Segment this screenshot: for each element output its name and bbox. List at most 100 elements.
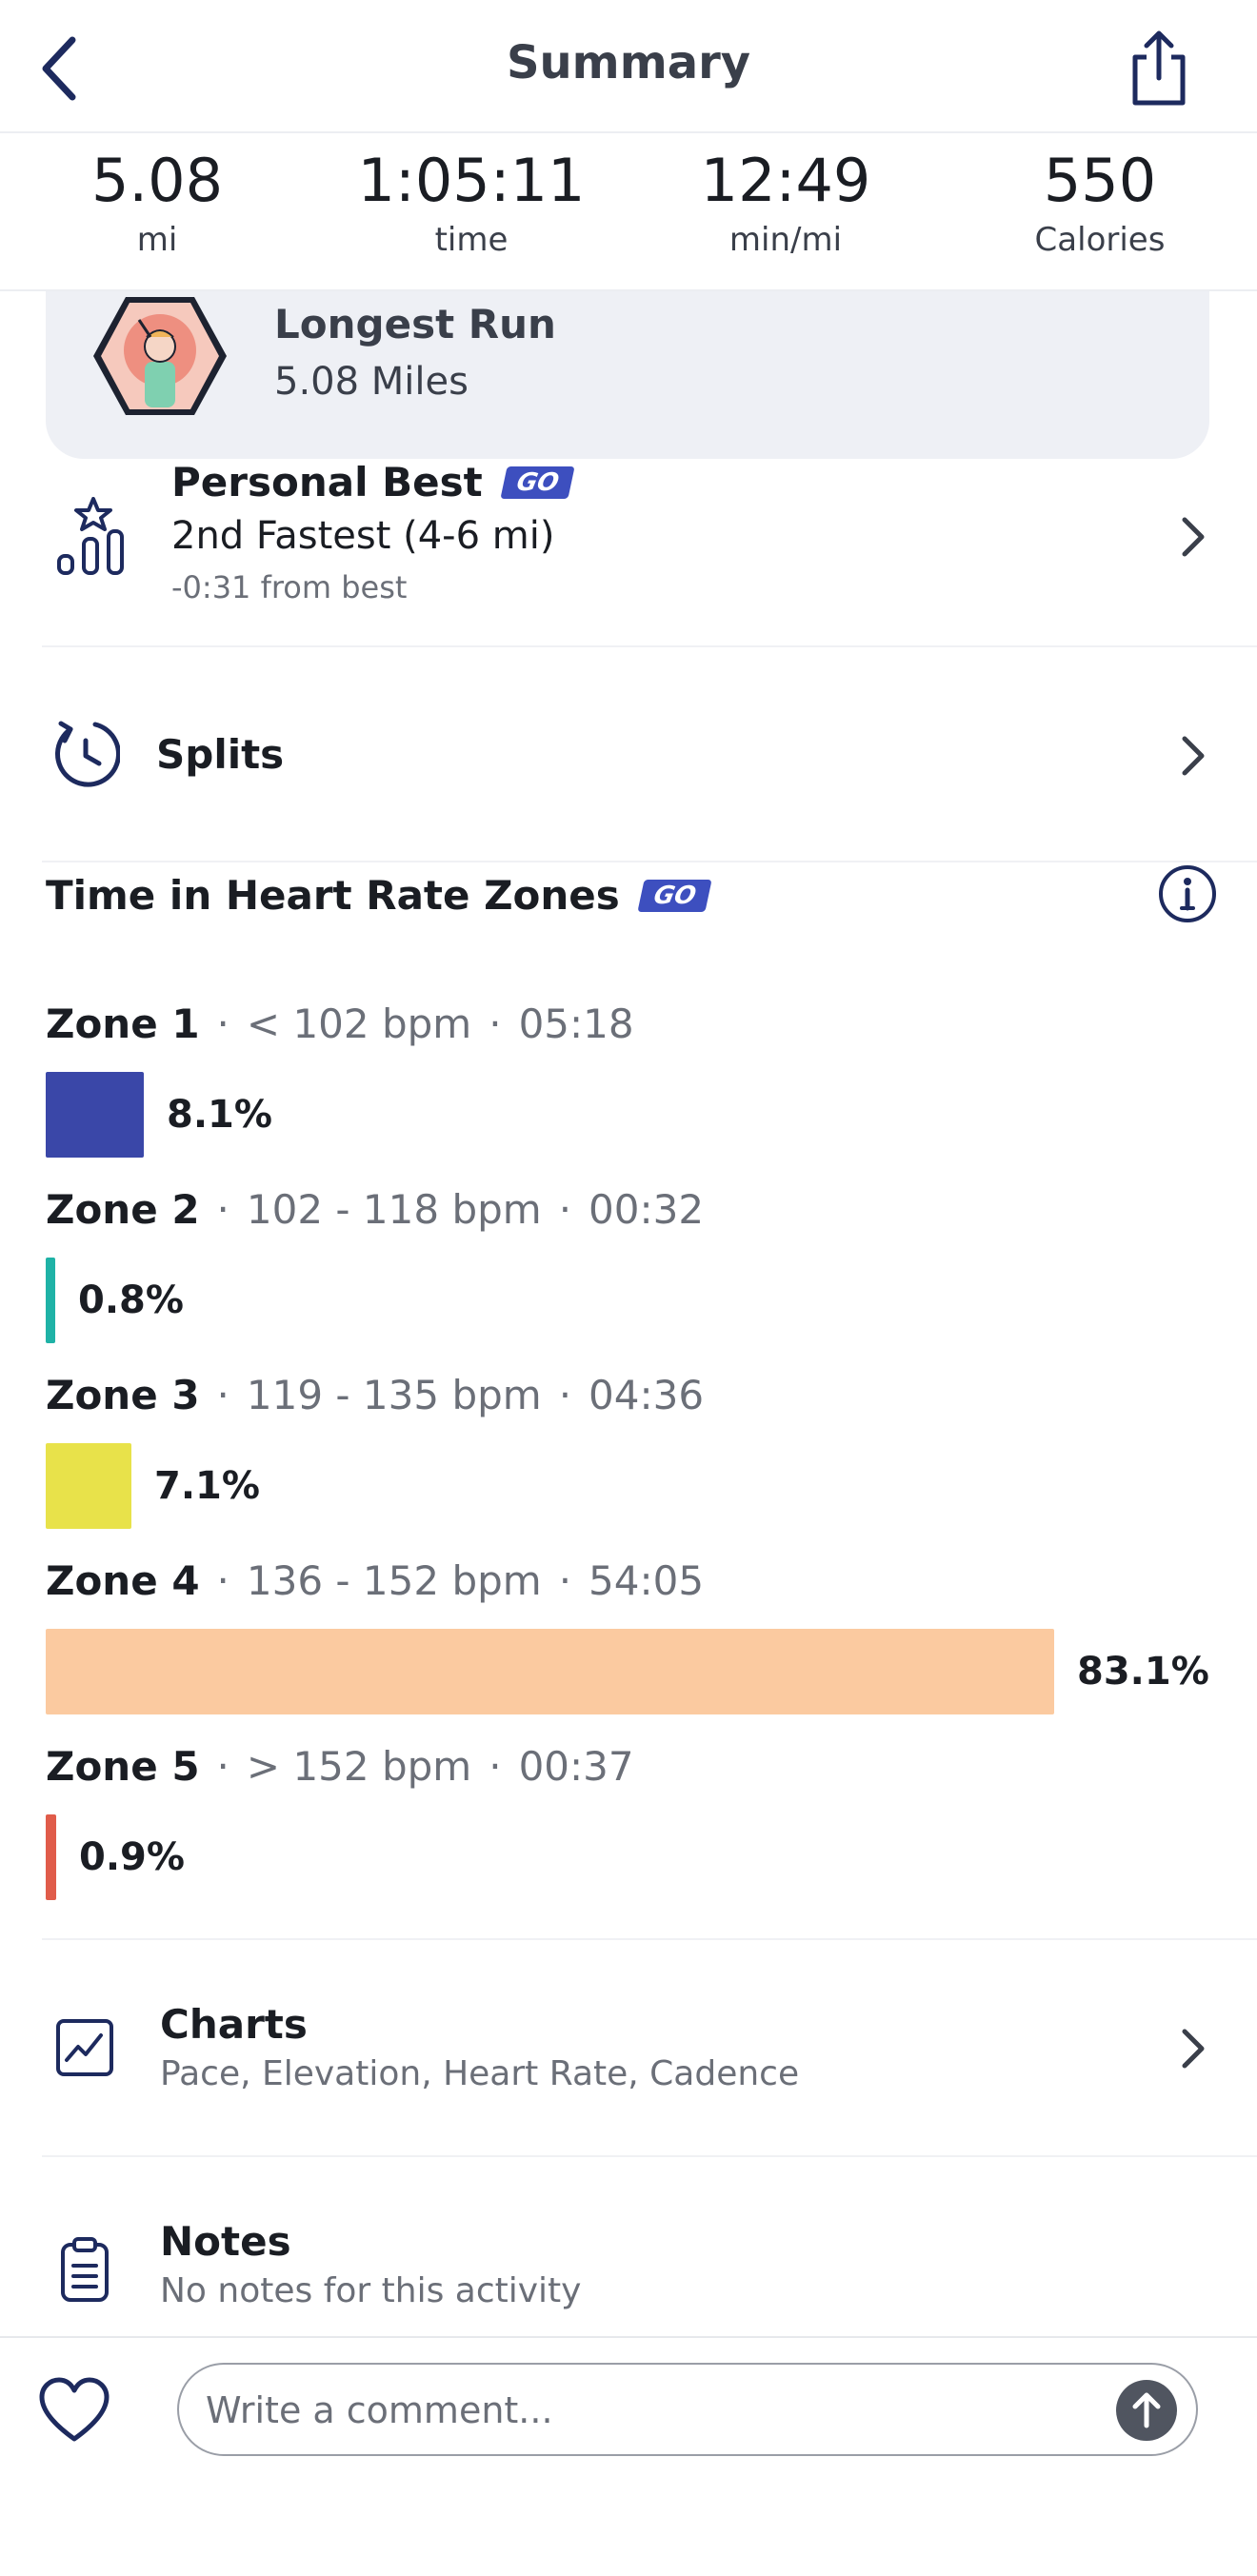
go-badge: GO	[500, 466, 575, 499]
summary-stats: 5.08 mi 1:05:11 time 12:49 min/mi 550 Ca…	[0, 135, 1257, 291]
separator: ·	[216, 1557, 229, 1604]
separator: ·	[558, 1186, 572, 1233]
separator: ·	[558, 1557, 572, 1604]
notes-title: Notes	[160, 2218, 291, 2265]
zone-percent: 0.8%	[78, 1278, 184, 1322]
zone-header: Zone 4 · 136 - 152 bpm · 54:05	[46, 1553, 1217, 1610]
zone-range: < 102 bpm	[246, 1001, 472, 1047]
zone-duration: 04:36	[589, 1372, 705, 1418]
share-icon	[1132, 30, 1186, 106]
zone-percent: 8.1%	[167, 1093, 272, 1137]
charts-row[interactable]: Charts Pace, Elevation, Heart Rate, Cade…	[42, 1938, 1257, 2157]
separator: ·	[216, 1001, 229, 1047]
leaderboard-star-icon	[57, 497, 124, 575]
personal-best-title: Personal Best GO	[171, 459, 575, 505]
zone-duration: 05:18	[518, 1001, 634, 1047]
zone-bar	[46, 1072, 144, 1158]
go-badge: GO	[637, 880, 712, 912]
share-button[interactable]	[1126, 29, 1192, 109]
zone-bar	[46, 1814, 56, 1900]
zone-header: Zone 5 · > 152 bpm · 00:37	[46, 1738, 1217, 1795]
stat-value: 5.08	[90, 146, 224, 215]
stopwatch-icon	[55, 721, 120, 787]
zone-name: Zone 3	[46, 1372, 200, 1418]
stat-value: 1:05:11	[357, 146, 586, 215]
zone-name: Zone 1	[46, 1001, 200, 1047]
hr-zone-3: Zone 3 · 119 - 135 bpm · 04:36 7.1%	[46, 1367, 1217, 1538]
zone-bar-row: 83.1%	[46, 1629, 1209, 1714]
stat-distance: 5.08 mi	[0, 135, 314, 289]
hr-zone-1: Zone 1 · < 102 bpm · 05:18 8.1%	[46, 996, 1217, 1167]
separator: ·	[216, 1186, 229, 1233]
zone-range: 136 - 152 bpm	[246, 1557, 542, 1604]
stat-label: mi	[136, 221, 178, 259]
stat-label: time	[434, 221, 509, 259]
comment-placeholder: Write a comment...	[206, 2389, 553, 2431]
zone-header: Zone 2 · 102 - 118 bpm · 00:32	[46, 1181, 1217, 1238]
splits-row[interactable]: Splits	[42, 649, 1257, 862]
heart-rate-zones-label: Time in Heart Rate Zones	[46, 872, 620, 919]
zone-duration: 00:37	[518, 1743, 634, 1790]
zone-duration: 54:05	[589, 1557, 705, 1604]
personal-best-row[interactable]: Personal Best GO 2nd Fastest (4-6 mi) -0:…	[42, 459, 1257, 647]
hr-zone-4: Zone 4 · 136 - 152 bpm · 54:05 83.1%	[46, 1553, 1217, 1724]
personal-best-label: Personal Best	[171, 459, 483, 505]
page-title: Summary	[506, 36, 751, 89]
zone-range: 119 - 135 bpm	[246, 1372, 542, 1418]
zone-header: Zone 1 · < 102 bpm · 05:18	[46, 996, 1217, 1053]
personal-best-delta: -0:31 from best	[171, 569, 408, 605]
hr-zone-5: Zone 5 · > 152 bpm · 00:37 0.9%	[46, 1738, 1217, 1910]
zone-percent: 7.1%	[154, 1464, 260, 1508]
stat-value: 550	[1043, 146, 1157, 215]
clipboard-icon	[61, 2237, 109, 2302]
charts-title: Charts	[160, 2001, 308, 2048]
back-button[interactable]	[38, 30, 95, 107]
chevron-right-icon	[1182, 736, 1205, 776]
stat-time: 1:05:11 time	[314, 135, 628, 289]
comment-bar: Write a comment...	[0, 2336, 1257, 2576]
heart-rate-zones-section: Time in Heart Rate Zones GO Zone 1 · < 102 …	[46, 864, 1217, 1940]
stat-calories: 550 Calories	[943, 135, 1257, 289]
line-chart-icon	[56, 2019, 113, 2076]
zone-range: 102 - 118 bpm	[246, 1186, 542, 1233]
zone-bar-row: 8.1%	[46, 1072, 272, 1158]
chevron-left-icon	[42, 36, 76, 101]
zone-percent: 0.9%	[79, 1835, 185, 1879]
zone-bar	[46, 1629, 1054, 1714]
zone-duration: 00:32	[589, 1186, 705, 1233]
zone-bar	[46, 1443, 131, 1529]
zone-header: Zone 3 · 119 - 135 bpm · 04:36	[46, 1367, 1217, 1424]
separator: ·	[489, 1001, 502, 1047]
stat-label: min/mi	[728, 221, 843, 259]
separator: ·	[216, 1372, 229, 1418]
zone-name: Zone 5	[46, 1743, 200, 1790]
arrow-up-icon	[1132, 2392, 1161, 2428]
zone-bar-row: 0.8%	[46, 1258, 184, 1343]
zone-name: Zone 4	[46, 1557, 200, 1604]
hr-zone-2: Zone 2 · 102 - 118 bpm · 00:32 0.8%	[46, 1181, 1217, 1353]
zone-name: Zone 2	[46, 1186, 200, 1233]
zone-percent: 83.1%	[1077, 1650, 1209, 1694]
stat-pace: 12:49 min/mi	[628, 135, 943, 289]
achievement-badge-icon	[93, 297, 227, 415]
achievement-subtitle: 5.08 Miles	[274, 360, 469, 404]
zone-range: > 152 bpm	[246, 1743, 472, 1790]
comment-input[interactable]: Write a comment...	[177, 2363, 1198, 2456]
chevron-right-icon	[1182, 517, 1205, 557]
zone-bar-row: 7.1%	[46, 1443, 260, 1529]
stat-value: 12:49	[700, 146, 871, 215]
zone-bar	[46, 1258, 55, 1343]
achievement-title: Longest Run	[274, 301, 556, 347]
notes-row[interactable]: Notes No notes for this activity	[42, 2159, 1257, 2336]
info-icon[interactable]	[1158, 864, 1217, 923]
heart-icon[interactable]	[38, 2376, 110, 2445]
heart-rate-zones-title: Time in Heart Rate Zones GO	[46, 872, 712, 919]
personal-best-subtitle: 2nd Fastest (4-6 mi)	[171, 514, 555, 558]
top-bar: Summary	[0, 0, 1257, 133]
stat-label: Calories	[1034, 221, 1166, 259]
send-button[interactable]	[1116, 2380, 1177, 2441]
zone-bar-row: 0.9%	[46, 1814, 185, 1900]
separator: ·	[558, 1372, 572, 1418]
charts-subtitle: Pace, Elevation, Heart Rate, Cadence	[160, 2054, 800, 2093]
achievement-card[interactable]: Longest Run 5.08 Miles	[46, 291, 1209, 459]
